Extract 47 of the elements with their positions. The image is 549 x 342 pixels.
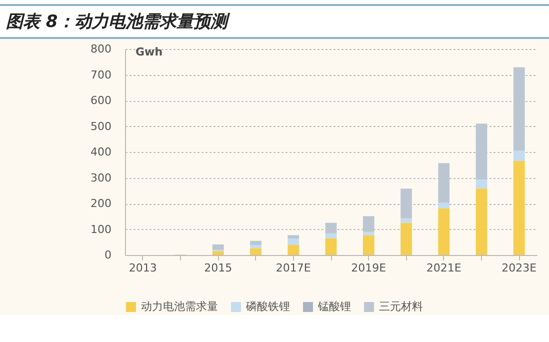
y-tick-label: 700 [90,68,112,82]
legend-label: 动力电池需求量 [141,300,218,313]
bar [288,235,300,239]
bar [513,150,525,162]
y-tick-label: 200 [90,197,112,210]
y-tick-label: 500 [90,120,112,133]
bar [362,235,374,255]
x-tick-label: 2019E [351,262,386,274]
bar [438,163,450,203]
bar [438,202,450,208]
y-tick-label: 800 [90,42,112,56]
chart-title: 图表 8：动力电池需求量预测 [0,4,549,39]
bar [438,208,450,255]
y-axis-title: Gwh [136,46,163,58]
x-tick-label: 2023E [502,262,537,274]
bar [476,180,488,189]
bar [400,218,412,223]
bar [250,248,262,255]
y-tick-label: 400 [90,146,112,158]
bar [288,244,300,255]
bar [325,238,337,255]
legend-label: 锰酸锂 [317,300,351,313]
y-tick-label: 0 [104,248,112,262]
x-tick-label: 2015 [204,262,232,274]
x-tick-label: 2017E [276,262,311,274]
bar [513,161,525,255]
legend-label: 磷酸铁锂 [245,300,290,313]
bar [513,67,525,150]
x-tick-label: 2013 [128,262,157,274]
bar [400,188,412,218]
bar [212,244,224,250]
bar [288,238,300,245]
y-tick-label: 600 [90,94,112,107]
bar [476,124,488,180]
bar [325,233,337,238]
bar [250,244,262,248]
bar [325,222,337,234]
legend-label: 三元材料 [379,300,423,313]
bar [400,222,412,255]
bar [362,232,374,236]
bar [250,240,262,245]
bar [362,216,374,232]
bar [476,188,488,255]
bar [212,251,224,255]
x-tick-label: 2021E [426,262,462,274]
y-tick-label: 300 [90,171,112,184]
y-tick-label: 100 [90,222,112,236]
